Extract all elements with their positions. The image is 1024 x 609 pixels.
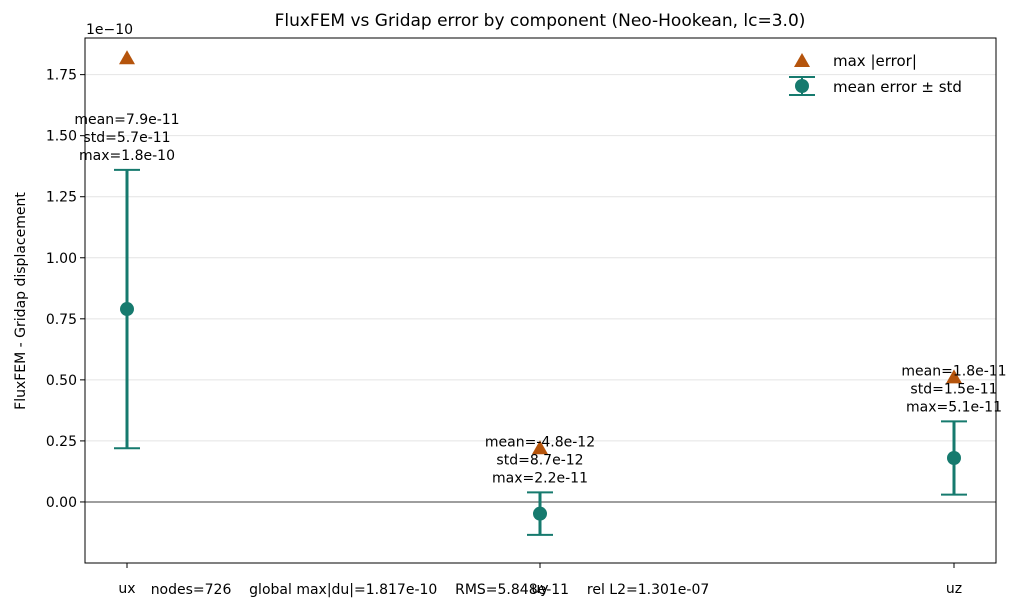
y-tick-label: 0.25	[46, 434, 77, 450]
x-tick-label: ux	[118, 581, 135, 597]
footer-stats: nodes=726 global max|du|=1.817e-10 RMS=5…	[151, 582, 710, 598]
stats-annotation: mean=7.9e-11	[74, 112, 179, 128]
grid-layer: 0.00 0.25 0.50 0.75 1.00 1.25 1.50 1.75 ux uy uz	[46, 68, 996, 597]
y-offset-label: 1e−10	[86, 22, 133, 38]
plot-frame	[84, 37, 997, 564]
max-marker	[946, 369, 962, 384]
stats-annotation: std=1.5e-11	[910, 381, 997, 397]
y-axis-label: FluxFEM - Gridap displacement	[13, 192, 29, 410]
legend-mean-point	[795, 79, 809, 93]
y-tick-label: 1.50	[46, 129, 77, 145]
chart-title: FluxFEM vs Gridap error by component (Ne…	[275, 11, 806, 31]
mean-point	[120, 302, 134, 317]
mark-layer	[114, 50, 967, 536]
legend: max |error| mean error ± std	[789, 52, 962, 96]
stats-annotation: max=2.2e-11	[492, 470, 588, 486]
stats-annotation: mean=-4.8e-12	[485, 434, 595, 450]
legend-max-marker	[794, 53, 810, 67]
y-tick-label: 0.50	[46, 373, 77, 389]
label-layer: mean=7.9e-11 std=5.7e-11 max=1.8e-10 mean=-…	[74, 112, 1006, 487]
max-marker	[532, 440, 548, 455]
y-tick-label: 1.25	[46, 190, 77, 206]
stats-annotation: std=8.7e-12	[496, 452, 583, 468]
stats-annotation: mean=1.8e-11	[901, 363, 1006, 379]
y-tick-label: 0.00	[46, 495, 77, 511]
stats-annotation: max=5.1e-11	[906, 399, 1002, 415]
legend-max-label: max |error|	[833, 52, 917, 70]
mean-point	[533, 506, 547, 521]
y-tick-label: 1.00	[46, 251, 77, 267]
legend-mean-label: mean error ± std	[833, 78, 962, 96]
max-marker	[119, 50, 135, 65]
y-tick-label: 0.75	[46, 312, 77, 328]
stats-annotation: max=1.8e-10	[79, 148, 175, 164]
stats-annotation: std=5.7e-11	[83, 130, 170, 146]
mean-point	[947, 451, 961, 465]
x-tick-label: uy	[531, 581, 548, 597]
x-tick-label: uz	[946, 581, 962, 597]
y-tick-label: 1.75	[46, 68, 77, 84]
